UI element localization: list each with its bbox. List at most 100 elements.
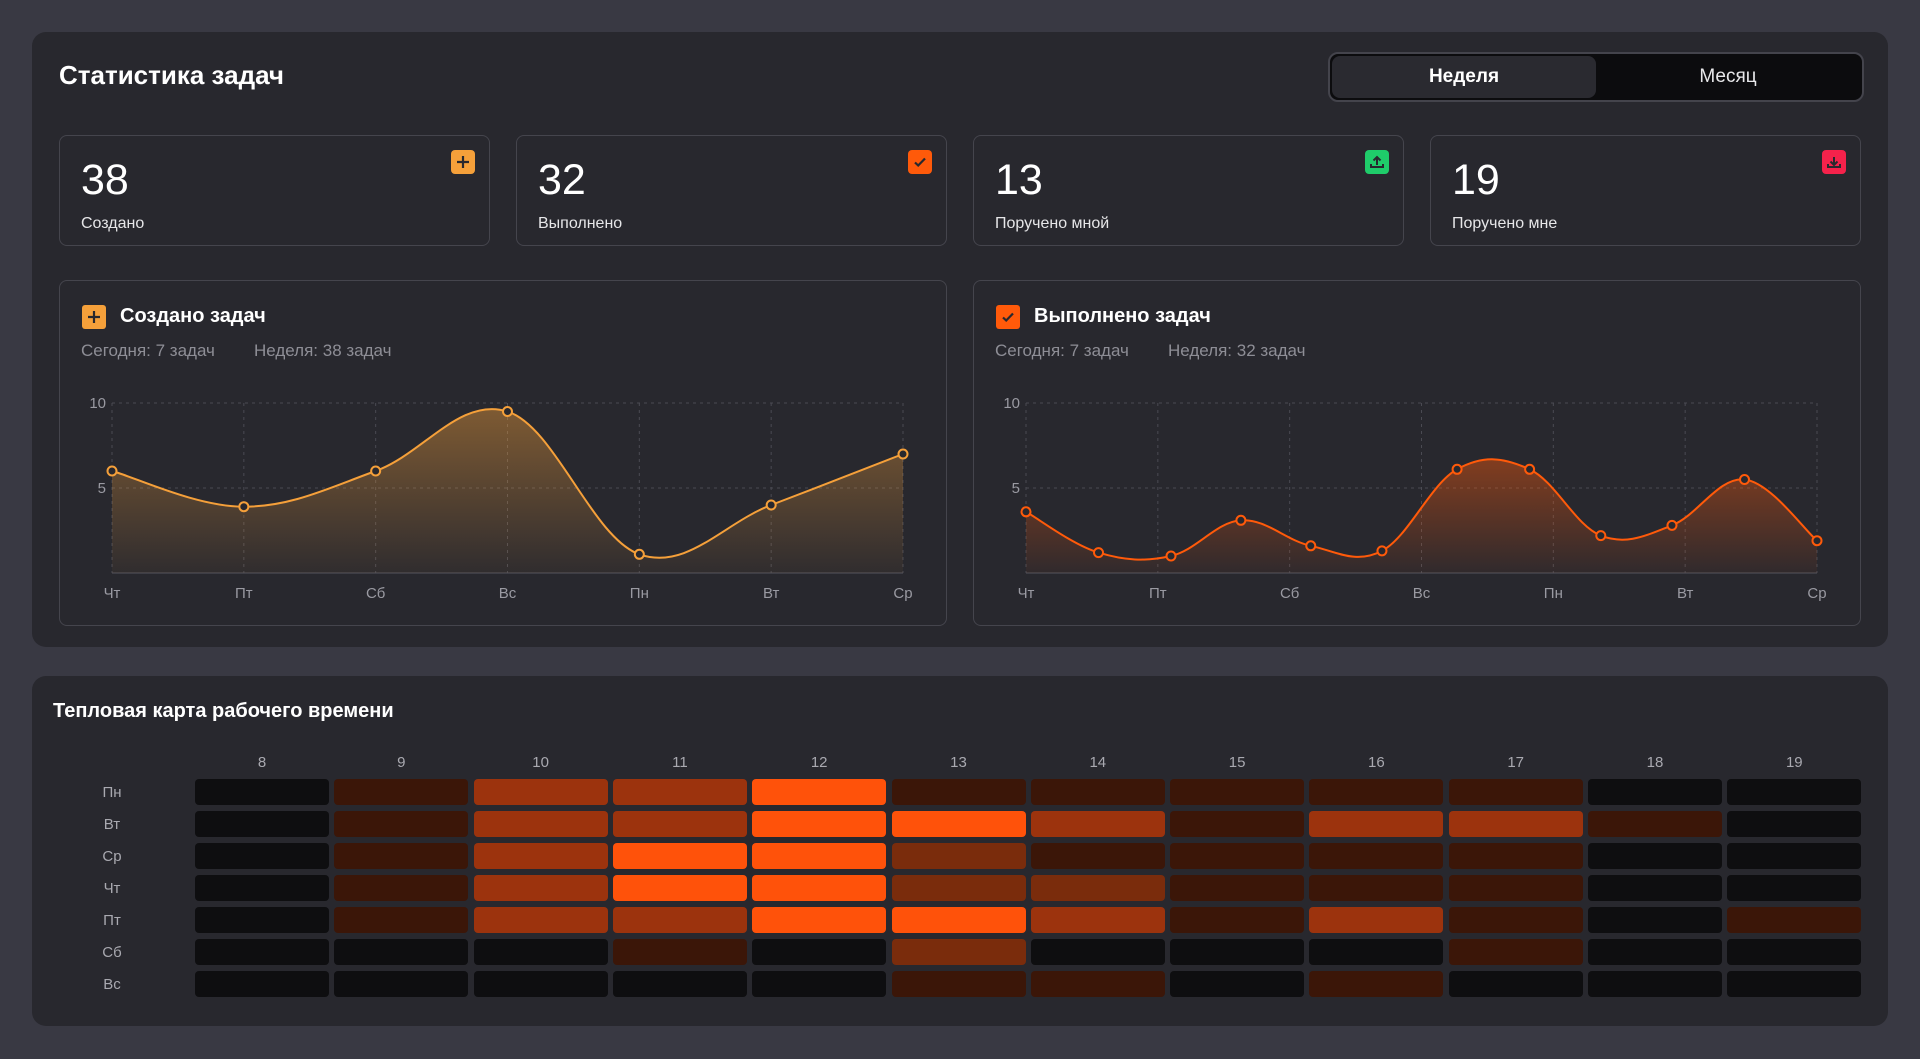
heatmap-cell[interactable] — [1030, 843, 1165, 869]
heatmap-cell[interactable] — [752, 939, 887, 965]
data-point[interactable] — [1093, 547, 1105, 559]
data-point[interactable] — [1738, 474, 1750, 485]
heatmap-cell[interactable] — [752, 907, 887, 933]
heatmap-cell[interactable] — [473, 907, 608, 933]
heatmap-cell[interactable] — [195, 811, 329, 837]
heatmap-cell[interactable] — [334, 875, 469, 901]
heatmap-cell[interactable] — [612, 811, 747, 837]
heatmap-cell[interactable] — [1448, 811, 1583, 837]
heatmap-cell[interactable] — [1030, 779, 1165, 805]
heatmap-cell[interactable] — [1170, 971, 1305, 997]
heatmap-cell[interactable] — [473, 939, 608, 965]
heatmap-cell[interactable] — [1588, 811, 1722, 837]
heatmap-cell[interactable] — [891, 779, 1026, 805]
heatmap-cell[interactable] — [1309, 843, 1444, 869]
heatmap-cell[interactable] — [1309, 779, 1444, 805]
data-point[interactable] — [106, 465, 118, 477]
heatmap-cell[interactable] — [473, 843, 608, 869]
heatmap-cell[interactable] — [195, 875, 329, 901]
heatmap-cell[interactable] — [752, 971, 887, 997]
heatmap-cell[interactable] — [334, 779, 469, 805]
heatmap-cell[interactable] — [1030, 811, 1165, 837]
heatmap-cell[interactable] — [334, 843, 469, 869]
heatmap-cell[interactable] — [612, 779, 747, 805]
heatmap-cell[interactable] — [612, 971, 747, 997]
heatmap-cell[interactable] — [1170, 939, 1305, 965]
heatmap-cell[interactable] — [752, 811, 887, 837]
data-point[interactable] — [633, 548, 645, 560]
heatmap-cell[interactable] — [1588, 907, 1722, 933]
heatmap-cell[interactable] — [612, 907, 747, 933]
heatmap-cell[interactable] — [334, 907, 469, 933]
data-point[interactable] — [1524, 463, 1536, 475]
heatmap-cell[interactable] — [1727, 843, 1862, 869]
heatmap-cell[interactable] — [473, 811, 608, 837]
heatmap-cell[interactable] — [1170, 843, 1305, 869]
data-point[interactable] — [1305, 540, 1317, 552]
heatmap-cell[interactable] — [891, 907, 1026, 933]
data-point[interactable] — [1451, 463, 1463, 475]
heatmap-cell[interactable] — [1309, 875, 1444, 901]
data-point[interactable] — [897, 448, 909, 460]
heatmap-cell[interactable] — [612, 875, 747, 901]
heatmap-cell[interactable] — [195, 843, 329, 869]
heatmap-cell[interactable] — [1170, 875, 1305, 901]
heatmap-cell[interactable] — [891, 971, 1026, 997]
heatmap-cell[interactable] — [1309, 907, 1444, 933]
heatmap-cell[interactable] — [1727, 907, 1862, 933]
heatmap-cell[interactable] — [752, 779, 887, 805]
heatmap-cell[interactable] — [891, 875, 1026, 901]
heatmap-cell[interactable] — [1588, 939, 1722, 965]
heatmap-cell[interactable] — [195, 971, 329, 997]
heatmap-cell[interactable] — [1309, 971, 1444, 997]
heatmap-cell[interactable] — [1727, 779, 1862, 805]
heatmap-cell[interactable] — [1588, 779, 1722, 805]
heatmap-cell[interactable] — [1448, 779, 1583, 805]
heatmap-cell[interactable] — [1030, 939, 1165, 965]
data-point[interactable] — [1811, 535, 1823, 547]
heatmap-cell[interactable] — [1448, 939, 1583, 965]
toggle-month-button[interactable]: Месяц — [1699, 66, 1757, 87]
data-point[interactable] — [1376, 545, 1388, 557]
data-point[interactable] — [765, 499, 777, 511]
heatmap-cell[interactable] — [473, 875, 608, 901]
heatmap-cell[interactable] — [1727, 971, 1862, 997]
heatmap-cell[interactable] — [1448, 907, 1583, 933]
toggle-week-button[interactable]: Неделя — [1332, 56, 1596, 98]
heatmap-cell[interactable] — [334, 971, 469, 997]
data-point[interactable] — [1235, 514, 1247, 526]
heatmap-cell[interactable] — [195, 939, 329, 965]
data-point[interactable] — [1666, 519, 1678, 531]
heatmap-cell[interactable] — [1727, 875, 1862, 901]
heatmap-cell[interactable] — [334, 939, 469, 965]
heatmap-cell[interactable] — [891, 939, 1026, 965]
heatmap-cell[interactable] — [1170, 907, 1305, 933]
heatmap-cell[interactable] — [1170, 779, 1305, 805]
heatmap-cell[interactable] — [1309, 811, 1444, 837]
heatmap-cell[interactable] — [612, 843, 747, 869]
heatmap-cell[interactable] — [1030, 907, 1165, 933]
heatmap-cell[interactable] — [1309, 939, 1444, 965]
heatmap-cell[interactable] — [891, 811, 1026, 837]
heatmap-cell[interactable] — [752, 875, 887, 901]
heatmap-cell[interactable] — [1727, 811, 1862, 837]
heatmap-cell[interactable] — [1030, 971, 1165, 997]
heatmap-cell[interactable] — [1727, 939, 1862, 965]
heatmap-cell[interactable] — [1448, 875, 1583, 901]
heatmap-cell[interactable] — [1588, 843, 1722, 869]
heatmap-cell[interactable] — [1448, 971, 1583, 997]
heatmap-cell[interactable] — [195, 779, 329, 805]
data-point[interactable] — [1020, 506, 1032, 518]
heatmap-cell[interactable] — [1170, 811, 1305, 837]
heatmap-cell[interactable] — [1448, 843, 1583, 869]
data-point[interactable] — [502, 406, 513, 417]
data-point[interactable] — [370, 465, 382, 477]
heatmap-cell[interactable] — [1030, 875, 1165, 901]
heatmap-cell[interactable] — [612, 939, 747, 965]
heatmap-cell[interactable] — [1588, 875, 1722, 901]
data-point[interactable] — [1595, 530, 1607, 542]
heatmap-cell[interactable] — [195, 907, 329, 933]
heatmap-cell[interactable] — [752, 843, 887, 869]
data-point[interactable] — [1165, 550, 1177, 562]
heatmap-cell[interactable] — [473, 971, 608, 997]
